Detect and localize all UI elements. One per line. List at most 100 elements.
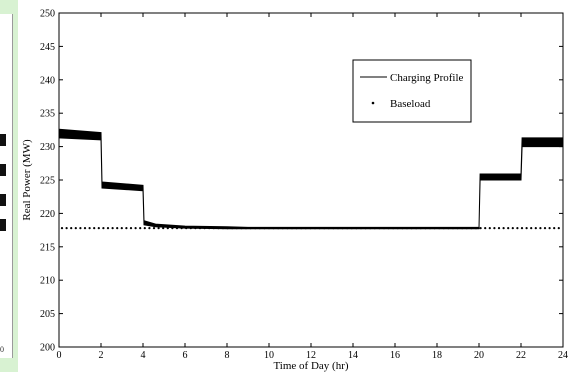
y-tick-label: 210 <box>40 276 55 287</box>
baseload-point <box>530 227 533 230</box>
baseload-point <box>484 227 487 230</box>
y-axis-label: Real Power (MW) <box>21 139 33 221</box>
baseload-point <box>442 227 445 230</box>
baseload-point <box>143 227 146 230</box>
baseload-point <box>125 227 128 230</box>
baseload-point <box>350 227 353 230</box>
baseload-point <box>254 227 257 230</box>
x-tick-label: 6 <box>183 350 188 361</box>
baseload-point <box>162 227 165 230</box>
baseload-point <box>396 227 399 230</box>
baseload-point <box>336 227 340 230</box>
baseload-point <box>309 227 312 230</box>
baseload-point <box>74 227 77 230</box>
baseload-point <box>83 227 87 230</box>
x-tick-label: 4 <box>141 350 146 361</box>
baseload-point <box>355 227 358 230</box>
y-tick-label: 250 <box>40 9 55 20</box>
baseload-point <box>231 227 234 230</box>
baseload-point <box>415 227 418 230</box>
x-tick-label: 20 <box>474 350 484 361</box>
y-tick-label: 245 <box>40 42 55 53</box>
baseload-point <box>97 227 100 230</box>
baseload-point <box>217 227 220 230</box>
baseload-point <box>221 227 225 230</box>
y-tick-label: 225 <box>40 176 55 187</box>
baseload-point <box>451 227 455 230</box>
x-tick-label: 12 <box>306 350 316 361</box>
baseload-point <box>410 227 413 230</box>
baseload-point <box>479 227 482 230</box>
baseload-point <box>424 227 427 230</box>
baseload-point <box>392 227 395 230</box>
baseload-point <box>405 227 409 230</box>
adjacent-panel-tick-label: 0 <box>0 345 4 354</box>
baseload-point <box>488 227 491 230</box>
baseload-point <box>194 227 197 230</box>
baseload-point <box>286 227 289 230</box>
baseload-point <box>281 227 284 230</box>
baseload-point <box>203 227 206 230</box>
baseload-point <box>465 227 468 230</box>
x-tick-label: 2 <box>99 350 104 361</box>
baseload-point <box>175 227 179 230</box>
baseload-point <box>93 227 96 230</box>
x-tick-label: 18 <box>432 350 442 361</box>
y-tick-label: 205 <box>40 309 55 320</box>
baseload-point <box>507 227 510 230</box>
baseload-point <box>364 227 367 230</box>
x-axis-ticks: 0 2 4 6 8 10 12 14 16 18 20 22 24 <box>57 13 568 361</box>
baseload-point <box>277 227 280 230</box>
x-tick-label: 8 <box>225 350 230 361</box>
baseload-point <box>263 227 266 230</box>
baseload-point <box>520 227 524 230</box>
legend-marker-baseload <box>371 101 375 105</box>
baseload-point <box>116 227 119 230</box>
baseload-point <box>148 227 151 230</box>
baseload-point <box>171 227 174 230</box>
baseload-point <box>474 227 478 230</box>
baseload-point <box>502 227 505 230</box>
baseload-point <box>534 227 537 230</box>
baseload-point <box>553 227 556 230</box>
baseload-point <box>461 227 464 230</box>
baseload-point <box>295 227 298 230</box>
y-tick-label: 235 <box>40 109 55 120</box>
adjacent-panel-edge: 0 <box>0 14 13 358</box>
baseload-point <box>543 227 547 230</box>
baseload-point <box>401 227 404 230</box>
baseload-point <box>341 227 344 230</box>
baseload-point <box>433 227 436 230</box>
baseload-point <box>189 227 192 230</box>
legend-label-baseload: Baseload <box>390 98 431 110</box>
baseload-point <box>327 227 330 230</box>
legend-box <box>352 59 472 123</box>
baseload-point <box>382 227 386 230</box>
adjacent-panel-mark <box>0 219 6 231</box>
baseload-point <box>332 227 335 230</box>
baseload-point <box>185 227 188 230</box>
baseload-point <box>65 227 68 230</box>
adjacent-panel-mark <box>0 134 6 146</box>
y-tick-label: 230 <box>40 142 55 153</box>
y-tick-label: 200 <box>40 343 55 354</box>
baseload-point <box>134 227 137 230</box>
baseload-point <box>88 227 91 230</box>
baseload-point <box>511 227 514 230</box>
baseload-point <box>272 227 275 230</box>
baseload-point <box>139 227 142 230</box>
baseload-point <box>166 227 169 230</box>
baseload-point <box>323 227 326 230</box>
baseload-point <box>111 227 114 230</box>
baseload-layer <box>60 227 560 230</box>
baseload-point <box>212 227 215 230</box>
baseload-point <box>419 227 422 230</box>
adjacent-panel-mark <box>0 194 6 206</box>
baseload-point <box>428 227 432 230</box>
baseload-point <box>70 227 73 230</box>
charging-profile-band <box>58 128 564 230</box>
baseload-point <box>313 227 317 230</box>
x-axis-label: Time of Day (hr) <box>273 360 348 372</box>
baseload-point <box>267 227 271 230</box>
baseload-point <box>318 227 321 230</box>
